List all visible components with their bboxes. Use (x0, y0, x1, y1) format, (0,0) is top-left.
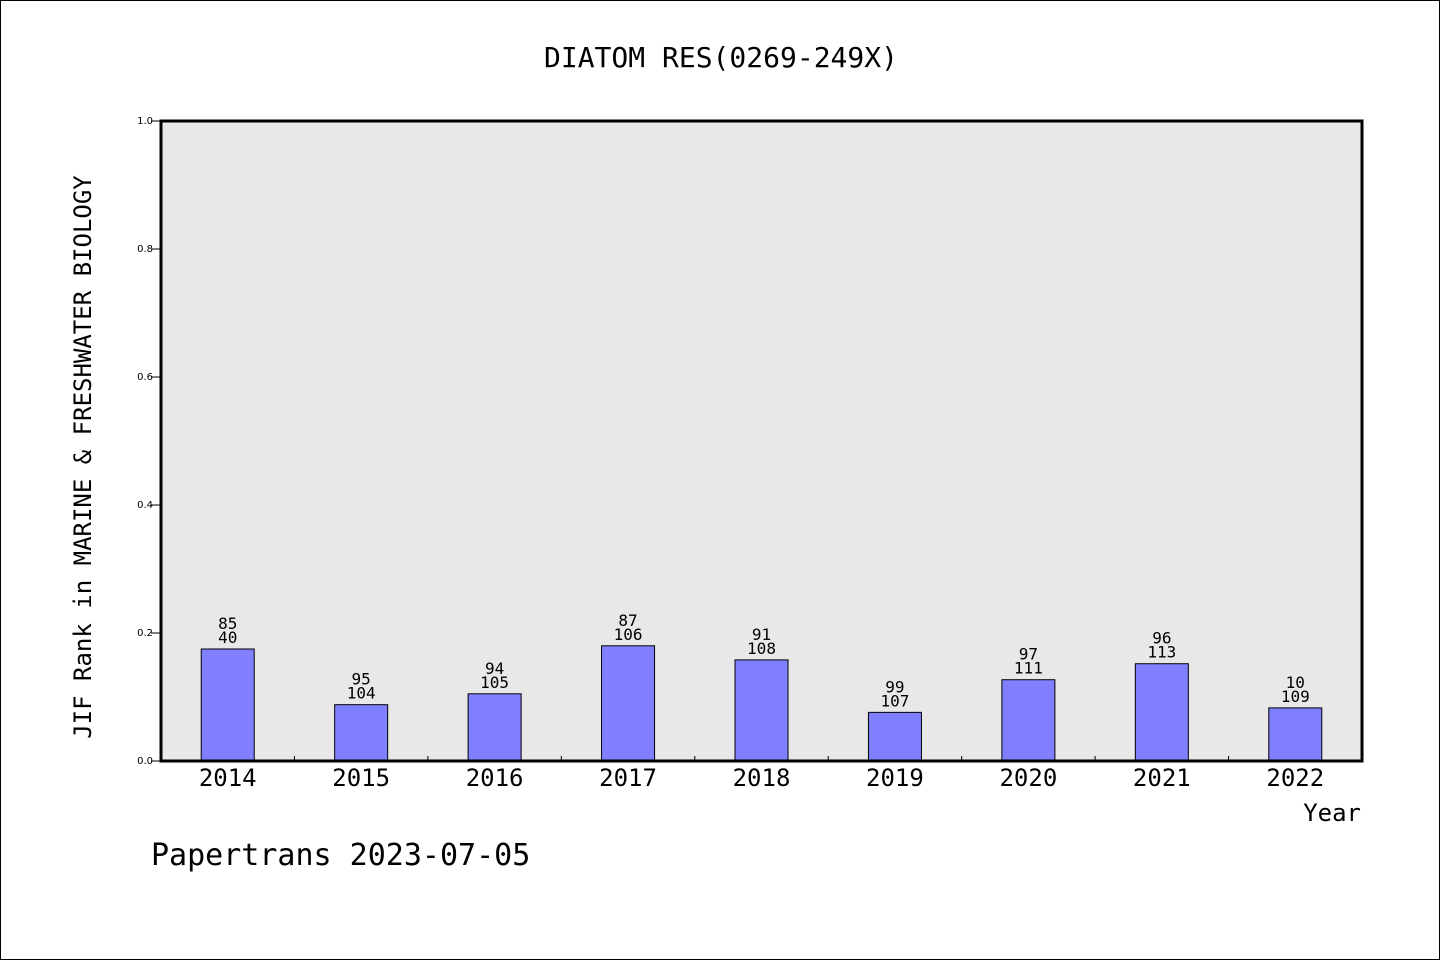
x-tick-label-2016: 2016 (466, 764, 524, 792)
x-tick-label-2018: 2018 (733, 764, 791, 792)
bar-2016 (467, 693, 522, 762)
plot-border (159, 119, 1364, 763)
bar-label-top-2019: 99 (885, 677, 904, 696)
y-tick-label: 1.0 (137, 116, 153, 127)
y-axis-label: JIF Rank in MARINE & FRESHWATER BIOLOGY (69, 175, 97, 739)
bar-2014 (200, 648, 255, 762)
x-tick-label-2019: 2019 (866, 764, 924, 792)
bar-2020 (1001, 679, 1056, 762)
y-tick-label: 0.2 (137, 628, 153, 639)
y-axis-ticks: 0.0 0.2 0.4 0.6 0.8 1.0 (137, 116, 161, 767)
bar-label-bottom-2016: 105 (480, 673, 509, 692)
bar-label-top-2016: 94 (485, 659, 504, 678)
bar-2015 (334, 704, 389, 762)
y-tick-label: 0.6 (137, 372, 153, 383)
x-tick-label-2020: 2020 (999, 764, 1057, 792)
bar-label-top-2014: 85 (218, 614, 237, 633)
x-axis-ticks: 2014 2015 2016 2017 2018 2019 2020 2021 2022 (199, 756, 1324, 792)
bar-label-top-2018: 91 (752, 625, 771, 644)
bar-label-bottom-2017: 106 (614, 625, 643, 644)
bar-label-bottom-2018: 108 (747, 639, 776, 658)
bar-label-top-2015: 95 (352, 670, 371, 689)
bar-2018 (734, 659, 789, 762)
bar-label-bottom-2020: 111 (1014, 659, 1043, 678)
x-tick-label-2014: 2014 (199, 764, 257, 792)
bar-label-bottom-2015: 104 (347, 684, 376, 703)
bar-label-bottom-2019: 107 (880, 691, 909, 710)
x-tick-label-2017: 2017 (599, 764, 657, 792)
bar-label-top-2020: 97 (1019, 645, 1038, 664)
bar-label-bottom-2022: 109 (1281, 687, 1310, 706)
x-axis-label: Year (1303, 799, 1361, 827)
plot-area (161, 121, 1362, 761)
chart-title: DIATOM RES(0269-249X) (544, 41, 898, 74)
y-tick-label: 0.4 (137, 500, 153, 511)
x-tick-label-2022: 2022 (1266, 764, 1324, 792)
y-tick-label: 0.8 (137, 244, 153, 255)
bar-2019 (867, 711, 922, 762)
bar-2021 (1134, 663, 1189, 762)
y-tick-label: 0.0 (137, 756, 153, 767)
x-tick-label-2021: 2021 (1133, 764, 1191, 792)
bar-2017 (601, 645, 656, 762)
bar-label-top-2021: 96 (1152, 629, 1171, 648)
bars-group (200, 645, 1323, 762)
bar-2022 (1268, 707, 1323, 762)
bar-label-top-2017: 87 (618, 611, 637, 630)
x-tick-label-2015: 2015 (332, 764, 390, 792)
bar-label-bottom-2021: 113 (1147, 643, 1176, 662)
bar-label-bottom-2014: 40 (218, 628, 237, 647)
footer-text: Papertrans 2023-07-05 (151, 838, 530, 873)
bar-label-top-2022: 10 (1286, 673, 1305, 692)
